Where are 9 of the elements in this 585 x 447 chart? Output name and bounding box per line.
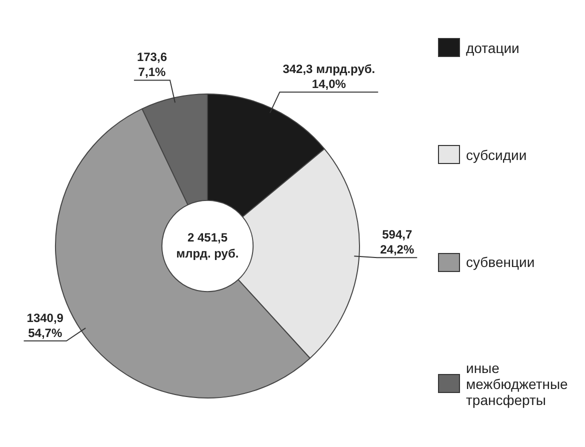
legend-label: субсидии [466,146,527,163]
data-label: 594,7 24,2% [380,228,414,257]
legend-label: иные межбюджетные трансферты [466,360,568,408]
data-label: 1340,9 54,7% [26,310,64,340]
text: 2 451,5 млрд. руб. [176,230,239,260]
legend-label: субвенции [466,254,535,270]
data-label: 173,6 7,1% [136,50,168,80]
data-label: 342,3 млрд.руб. 14,0% [282,62,376,92]
legend-label: дотации [466,40,520,56]
